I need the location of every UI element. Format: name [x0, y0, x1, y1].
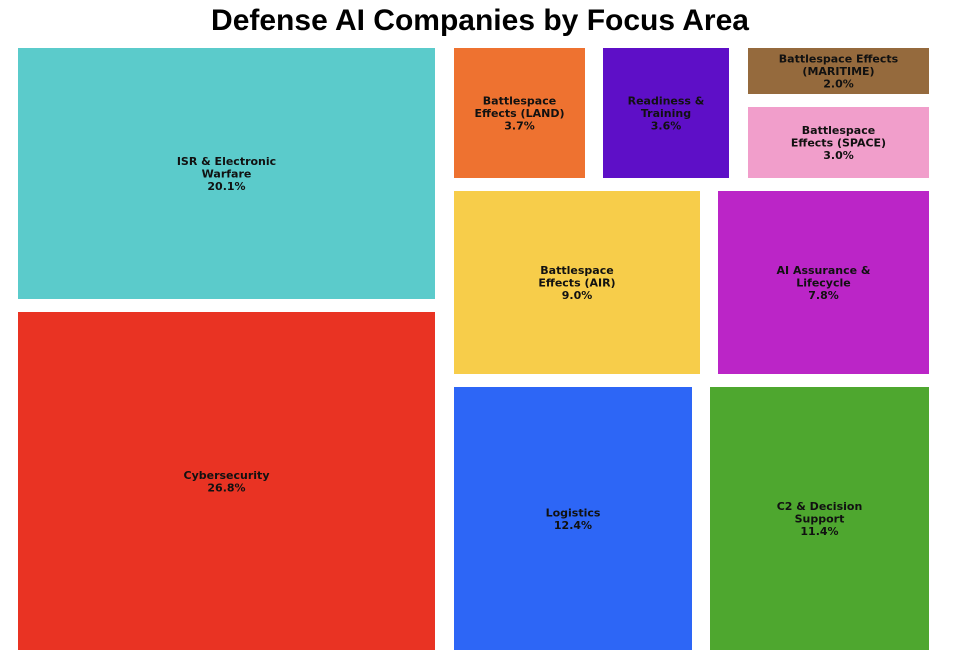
treemap-category-label: Effects (LAND)	[475, 107, 565, 120]
treemap-category-label: Cybersecurity	[184, 469, 270, 482]
treemap-cell-battlespace-effects-air[interactable]: Battlespace Effects (AIR) 9.0%	[454, 191, 700, 374]
treemap-label: Battlespace Effects (SPACE) 3.0%	[791, 124, 886, 162]
treemap-category-label: Effects (SPACE)	[791, 137, 886, 150]
treemap-rect	[18, 48, 435, 299]
treemap-category-label: ISR & Electronic	[177, 155, 276, 168]
treemap-label: C2 & Decision Support 11.4%	[777, 500, 863, 538]
treemap-category-label: Effects (AIR)	[538, 277, 615, 290]
treemap-category-label: Training	[641, 107, 691, 120]
treemap-rect	[718, 191, 929, 374]
treemap-category-label: Battlespace	[540, 264, 613, 277]
treemap-value-label: 26.8%	[207, 481, 245, 494]
treemap-category-label: AI Assurance &	[777, 264, 871, 277]
treemap-rect	[454, 48, 585, 178]
treemap-cell-ai-assurance-lifecycle[interactable]: AI Assurance & Lifecycle 7.8%	[718, 191, 929, 374]
treemap-cell-cybersecurity[interactable]: Cybersecurity 26.8%	[18, 312, 435, 650]
treemap-rect	[454, 191, 700, 374]
treemap-category-label: Readiness &	[628, 95, 705, 108]
treemap-label: Battlespace Effects (LAND) 3.7%	[475, 95, 565, 133]
treemap-label: Battlespace Effects (AIR) 9.0%	[538, 264, 615, 302]
treemap-label: ISR & Electronic Warfare 20.1%	[177, 155, 276, 193]
treemap-value-label: 7.8%	[808, 289, 839, 302]
treemap-value-label: 3.6%	[651, 120, 682, 133]
treemap-category-label: Battlespace Effects	[779, 53, 899, 66]
treemap-label: Cybersecurity 26.8%	[184, 469, 270, 495]
treemap-cell-logistics[interactable]: Logistics 12.4%	[454, 387, 692, 650]
treemap-category-label: Battlespace	[802, 124, 875, 137]
treemap-rect	[454, 387, 692, 650]
treemap-label: Readiness & Training 3.6%	[628, 95, 705, 133]
treemap-label: Logistics 12.4%	[546, 506, 601, 532]
treemap-category-label: Lifecycle	[796, 277, 850, 290]
treemap-category-label: Battlespace	[483, 95, 556, 108]
treemap-category-label: Logistics	[546, 506, 601, 519]
treemap-cell-battlespace-effects-maritime[interactable]: Battlespace Effects (MARITIME) 2.0%	[748, 48, 929, 94]
treemap-cell-readiness-training[interactable]: Readiness & Training 3.6%	[603, 48, 729, 178]
treemap-label: Battlespace Effects (MARITIME) 2.0%	[779, 53, 899, 91]
treemap-rect	[710, 387, 929, 650]
treemap-value-label: 3.0%	[823, 149, 854, 162]
treemap-category-label: (MARITIME)	[802, 65, 874, 78]
treemap-value-label: 11.4%	[800, 525, 838, 538]
treemap-rect	[18, 312, 435, 650]
treemap-rect	[748, 48, 929, 94]
treemap-category-label: Support	[795, 513, 845, 526]
chart-title: Defense AI Companies by Focus Area	[211, 4, 749, 37]
treemap-category-label: Warfare	[202, 168, 252, 181]
treemap-category-label: C2 & Decision	[777, 500, 863, 513]
treemap-cell-battlespace-effects-land[interactable]: Battlespace Effects (LAND) 3.7%	[454, 48, 585, 178]
treemap-value-label: 12.4%	[554, 519, 592, 532]
treemap-value-label: 3.7%	[504, 120, 535, 133]
treemap-cell-battlespace-effects-space[interactable]: Battlespace Effects (SPACE) 3.0%	[748, 107, 929, 178]
treemap-rect	[603, 48, 729, 178]
treemap-value-label: 20.1%	[207, 180, 245, 193]
treemap-value-label: 2.0%	[823, 78, 854, 91]
treemap-value-label: 9.0%	[562, 289, 593, 302]
treemap-rect	[748, 107, 929, 178]
treemap-cell-isr-electronic-warfare[interactable]: ISR & Electronic Warfare 20.1%	[18, 48, 435, 299]
treemap-cell-c2-decision-support[interactable]: C2 & Decision Support 11.4%	[710, 387, 929, 650]
treemap-label: AI Assurance & Lifecycle 7.8%	[777, 264, 871, 302]
